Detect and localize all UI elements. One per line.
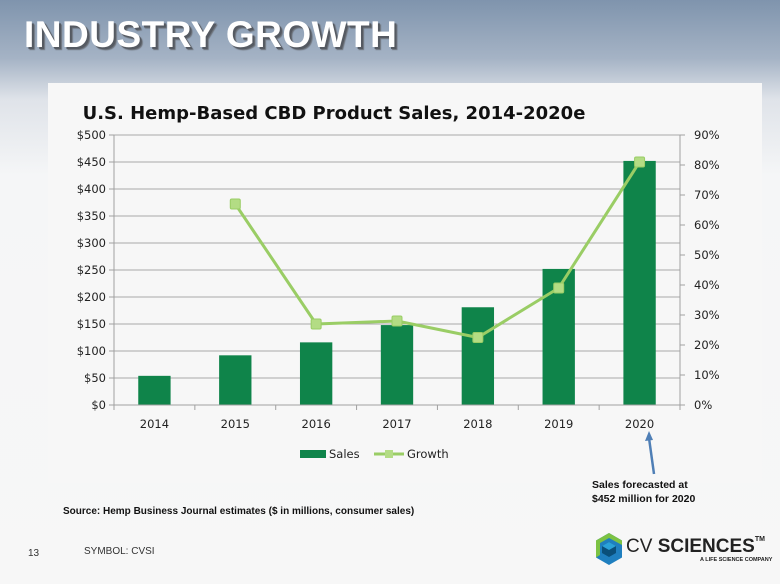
- legend-growth-marker: [385, 450, 393, 458]
- right-tick-label: 90%: [694, 128, 720, 142]
- left-axis-ticks: $0 $50 $100 $150 $200 $250 $300 $350 $400 $450 $50…: [77, 128, 114, 412]
- legend: Sales Growth: [300, 447, 449, 461]
- sales-bar: [219, 355, 252, 405]
- x-tick-label: 2015: [221, 417, 250, 431]
- right-tick-label: 30%: [694, 308, 720, 322]
- chart: U.S. Hemp-Based CBD Product Sales, 2014-…: [77, 103, 720, 475]
- x-tick-label: 2020: [625, 417, 654, 431]
- sales-bar: [623, 160, 656, 405]
- logo-name-bold: SCIENCES: [657, 536, 755, 557]
- annotation-arrow: [645, 431, 656, 475]
- right-tick-label: 40%: [694, 278, 720, 292]
- annotation-line-2: $452 million for 2020: [592, 493, 696, 505]
- legend-sales-label: Sales: [329, 447, 360, 461]
- growth-line: [229, 156, 646, 343]
- x-tick-label: 2018: [463, 417, 492, 431]
- right-tick-label: 60%: [694, 218, 720, 232]
- chart-panel: U.S. Hemp-Based CBD Product Sales, 2014-…: [48, 83, 762, 483]
- left-tick-label: $200: [77, 290, 106, 304]
- sales-bar: [380, 325, 414, 405]
- legend-growth-label: Growth: [407, 447, 449, 461]
- growth-point: [391, 315, 403, 327]
- left-tick-label: $500: [77, 128, 106, 142]
- left-tick-label: $250: [77, 263, 106, 277]
- growth-point: [472, 332, 484, 343]
- sales-bars: [138, 160, 656, 405]
- forecast-annotation: Sales forecasted at $452 million for 202…: [592, 478, 695, 506]
- x-tick-label: 2019: [544, 417, 573, 431]
- chart-title: U.S. Hemp-Based CBD Product Sales, 2014-…: [83, 103, 586, 124]
- slide-title: INDUSTRY GROWTH: [24, 14, 398, 55]
- x-tick-label: 2017: [382, 417, 411, 431]
- legend-sales-swatch: [300, 450, 326, 458]
- sales-bar: [138, 375, 171, 405]
- logo-wordmark: CV SCIENCESTM: [626, 536, 765, 558]
- right-tick-label: 80%: [694, 158, 720, 172]
- cv-sciences-logo: CV SCIENCESTM A LIFE SCIENCE COMPANY: [594, 530, 774, 570]
- right-tick-label: 0%: [694, 398, 712, 412]
- left-tick-label: $400: [77, 182, 106, 196]
- right-tick-label: 50%: [694, 248, 720, 262]
- x-tick-label: 2014: [140, 417, 169, 431]
- sales-bar: [299, 342, 333, 405]
- source-note: Source: Hemp Business Journal estimates …: [63, 506, 415, 517]
- growth-line-path: [234, 161, 641, 339]
- x-tick-label: 2016: [302, 417, 331, 431]
- annotation-line-1: Sales forecasted at: [592, 479, 688, 491]
- left-tick-label: $50: [84, 371, 106, 385]
- right-tick-label: 10%: [694, 368, 720, 382]
- left-tick-label: $0: [91, 398, 106, 412]
- sales-bar: [461, 307, 495, 405]
- growth-point: [229, 198, 241, 210]
- left-tick-label: $300: [77, 236, 106, 250]
- growth-point: [553, 282, 565, 294]
- page-number: 13: [28, 548, 40, 559]
- right-tick-label: 20%: [694, 338, 720, 352]
- gridlines: [114, 134, 680, 379]
- growth-point: [310, 318, 322, 330]
- left-tick-label: $350: [77, 209, 106, 223]
- left-tick-label: $150: [77, 317, 106, 331]
- left-tick-label: $100: [77, 344, 106, 358]
- x-axis-ticks: 2014 2015 2016 2017 2018 2019 2020: [113, 405, 681, 431]
- logo-name-light: CV: [626, 536, 658, 557]
- right-axis-ticks: 0% 10% 20% 30% 40% 50% 60% 70% 80% 90%: [680, 128, 720, 412]
- hexagon-cube-icon: [596, 533, 622, 565]
- logo-trademark: TM: [754, 536, 765, 543]
- left-tick-label: $450: [77, 155, 106, 169]
- right-tick-label: 70%: [694, 188, 720, 202]
- growth-point: [634, 156, 646, 168]
- logo-tagline: A LIFE SCIENCE COMPANY: [700, 557, 773, 563]
- ticker-symbol: SYMBOL: CVSI: [84, 546, 155, 557]
